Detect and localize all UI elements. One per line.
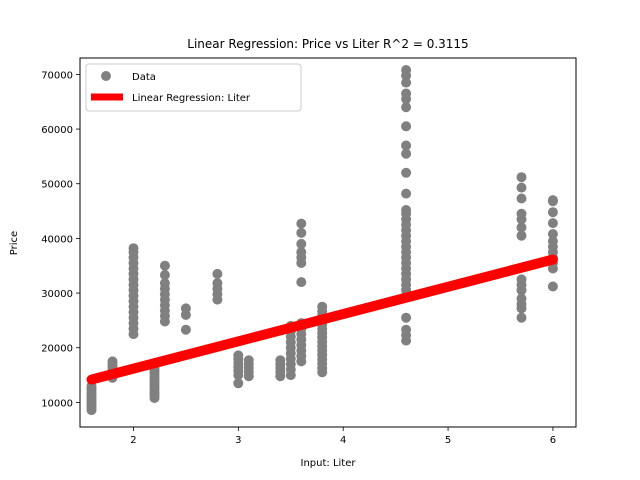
y-tick-label: 20000 — [41, 344, 73, 355]
x-axis: 2 3 4 5 6 — [130, 427, 556, 446]
data-point — [296, 218, 307, 229]
data-point — [547, 281, 558, 292]
data-point — [401, 312, 412, 323]
legend-label-data: Data — [132, 72, 156, 83]
data-point — [547, 229, 558, 239]
legend-marker-data — [101, 71, 111, 81]
data-point — [401, 77, 412, 88]
y-tick-label: 40000 — [41, 234, 73, 245]
y-axis: 10000 20000 30000 40000 50000 60000 70000 — [41, 70, 80, 409]
data-point — [401, 148, 412, 159]
data-point — [401, 140, 412, 151]
x-tick-label: 6 — [550, 435, 556, 446]
data-point — [401, 167, 412, 178]
data-point — [516, 312, 527, 323]
data-point — [296, 277, 307, 288]
y-tick-label: 10000 — [41, 398, 73, 409]
data-point — [401, 121, 412, 132]
x-tick-label: 3 — [235, 435, 241, 446]
y-axis-label: Price — [9, 231, 20, 255]
x-tick-label: 5 — [445, 435, 451, 446]
plot-frame — [79, 57, 577, 428]
data-point — [296, 227, 307, 238]
data-point — [401, 324, 412, 335]
x-tick-label: 2 — [130, 435, 136, 446]
data-point — [212, 268, 223, 279]
data-point — [516, 293, 527, 304]
data-point — [547, 218, 558, 229]
legend-box — [85, 63, 302, 112]
data-point — [516, 193, 527, 204]
data-point — [296, 238, 307, 249]
data-point — [243, 355, 254, 366]
data-point — [516, 274, 527, 285]
data-point — [401, 102, 412, 113]
data-point — [401, 88, 412, 99]
data-point — [159, 270, 170, 280]
y-tick-label: 50000 — [41, 180, 73, 191]
legend-label-regression: Linear Regression: Liter — [132, 93, 251, 104]
data-point — [516, 230, 527, 241]
x-tick-label: 4 — [340, 435, 346, 446]
data-point — [317, 301, 328, 312]
data-point — [516, 172, 527, 183]
data-point — [159, 278, 170, 289]
data-point — [233, 350, 244, 361]
data-point — [516, 182, 527, 193]
data-point — [296, 247, 307, 258]
data-point — [107, 356, 118, 367]
data-point — [233, 378, 244, 389]
y-tick-label: 30000 — [41, 289, 73, 300]
data-point — [401, 188, 412, 199]
data-point — [547, 207, 558, 218]
data-point — [547, 236, 558, 247]
data-point — [547, 195, 558, 206]
data-point — [275, 355, 286, 366]
regression-line — [86, 254, 558, 385]
data-point — [212, 278, 223, 289]
data-point — [128, 243, 139, 254]
data-point — [401, 65, 412, 75]
x-axis-label: Input: Liter — [301, 458, 357, 469]
chart-title: Linear Regression: Price vs Liter R^2 = … — [187, 37, 468, 51]
data-point — [516, 208, 527, 219]
legend: Data Linear Regression: Liter — [85, 63, 302, 112]
data-point — [180, 324, 191, 335]
y-tick-label: 70000 — [41, 70, 73, 81]
data-point — [159, 260, 170, 271]
data-point — [516, 222, 527, 233]
data-point — [401, 205, 412, 215]
plot-area — [86, 65, 558, 416]
data-point — [180, 303, 191, 314]
y-tick-label: 60000 — [41, 125, 73, 136]
